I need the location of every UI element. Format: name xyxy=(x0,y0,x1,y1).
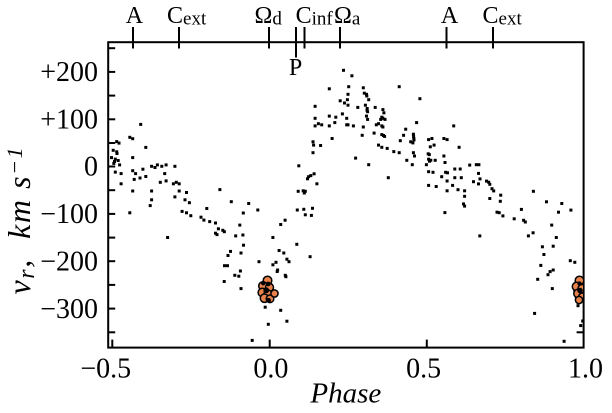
svg-text:0: 0 xyxy=(84,152,98,183)
svg-text:Phase: Phase xyxy=(309,378,381,410)
svg-text:P: P xyxy=(289,55,302,81)
svg-text:−300: −300 xyxy=(40,294,98,325)
svg-text:+200: +200 xyxy=(40,57,98,88)
svg-text:A: A xyxy=(441,3,459,29)
svg-text:0.5: 0.5 xyxy=(406,354,441,385)
svg-text:A: A xyxy=(126,3,144,29)
svg-text:−100: −100 xyxy=(40,199,98,230)
svg-text:−0.5: −0.5 xyxy=(80,354,131,385)
svg-text:0.0: 0.0 xyxy=(253,354,288,385)
svg-text:−200: −200 xyxy=(40,246,98,277)
svg-text:1.0: 1.0 xyxy=(568,354,603,385)
svg-text:+100: +100 xyxy=(40,105,98,136)
